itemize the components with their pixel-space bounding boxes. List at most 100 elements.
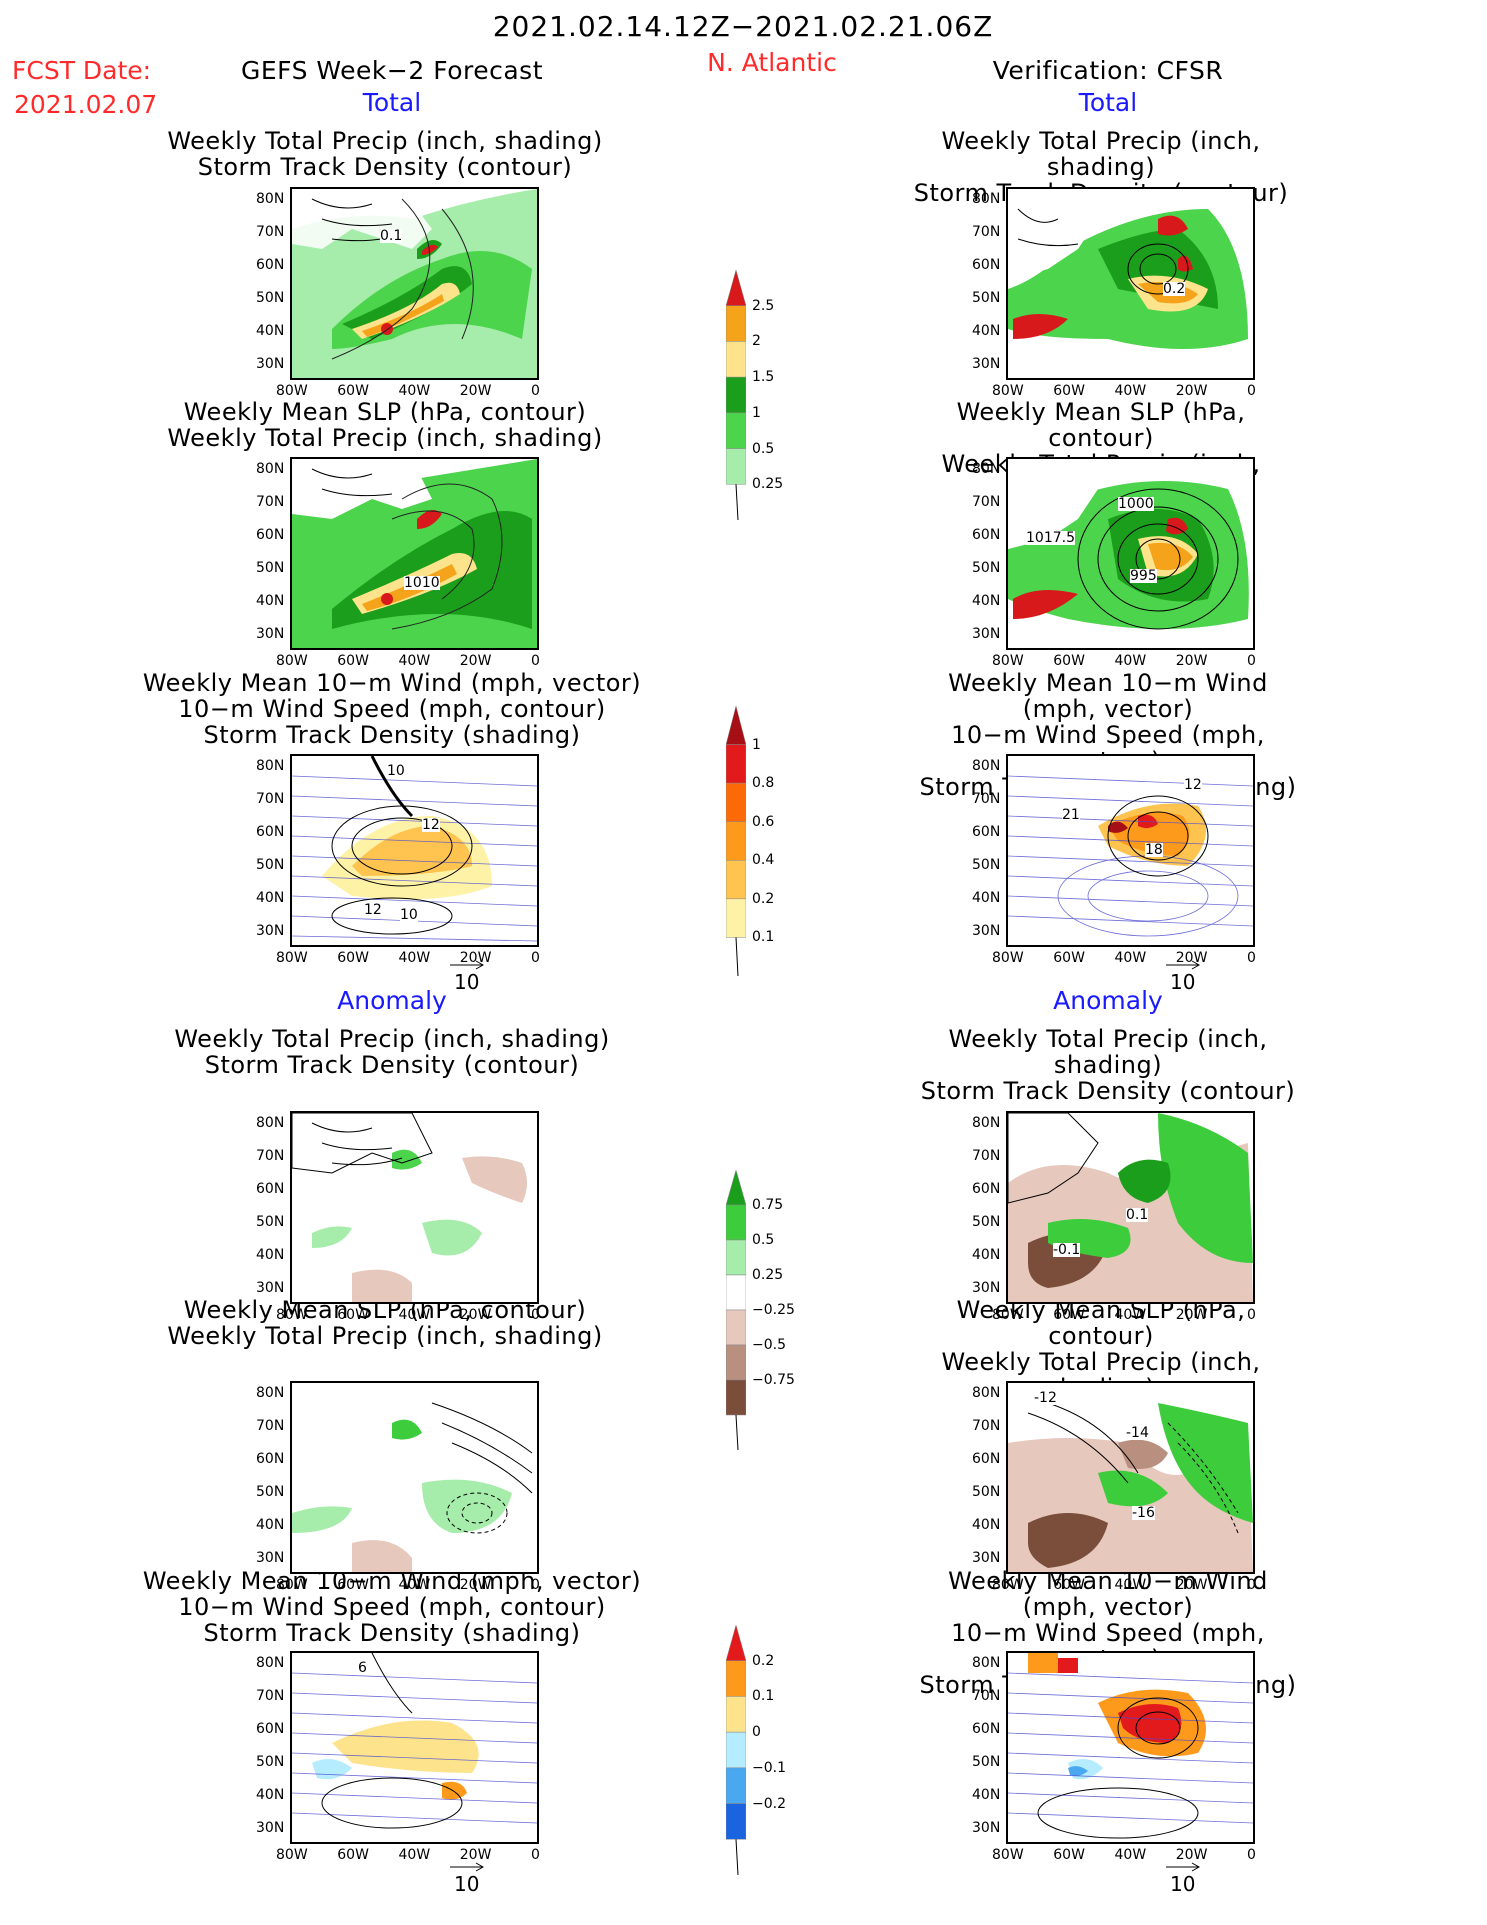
- title-line: Weekly Mean SLP (hPa, contour): [956, 1296, 1246, 1350]
- lon-tick-label: 0: [531, 1847, 540, 1863]
- panel-title-r3-left: Weekly Mean 10−m Wind (mph, vector) 10−m…: [143, 670, 641, 748]
- lat-tick-label: 30N: [256, 1550, 285, 1566]
- lat-tick-label: 70N: [972, 1418, 1001, 1434]
- colorbar-swatch: [726, 1344, 746, 1381]
- lat-tick-label: 50N: [256, 1214, 285, 1230]
- lon-tick-label: 80W: [992, 1577, 1024, 1593]
- colorbar-precip-anom: 0.75 0.5 0.25 −0.25 −0.5 −0.75: [726, 1170, 795, 1450]
- lon-tick-label: 40W: [398, 383, 431, 399]
- colorbar-swatch: [726, 341, 746, 378]
- colorbar-label: 0.2: [752, 890, 775, 907]
- lat-tick-label: 60N: [256, 257, 285, 273]
- lat-tick-label: 60N: [972, 1721, 1001, 1737]
- lon-tick-label: 80W: [276, 653, 308, 669]
- lon-tick-label: 80W: [276, 950, 308, 966]
- title-line: Weekly Total Precip (inch, shading): [167, 424, 603, 452]
- contour-label: -14: [1126, 1425, 1149, 1441]
- lat-tick-label: 70N: [972, 224, 1001, 240]
- colorbar-label: −0.25: [752, 1302, 795, 1318]
- lat-tick-label: 70N: [256, 494, 285, 510]
- left-title: GEFS Week−2 Forecast: [240, 56, 544, 85]
- colorbar-swatch: [726, 1625, 746, 1661]
- colorbar-tail: [735, 1839, 739, 1875]
- lon-tick-label: 0: [531, 1307, 540, 1323]
- colorbar-swatch: [726, 270, 746, 306]
- colorbar-label: 0.25: [752, 1267, 784, 1283]
- colorbar-swatches: [726, 270, 746, 520]
- lon-tick-label: 80W: [276, 1577, 308, 1593]
- colorbar-swatches: [726, 706, 746, 976]
- lat-tick-label: 80N: [256, 1115, 285, 1131]
- lat-tick-label: 50N: [256, 1484, 285, 1500]
- lon-tick-label: 0: [1247, 950, 1256, 966]
- lon-tick-label: 20W: [1175, 1577, 1208, 1593]
- lon-tick-label: 80W: [276, 1307, 308, 1323]
- lat-tick-label: 70N: [256, 224, 285, 240]
- lon-tick-label: 20W: [459, 653, 492, 669]
- contour-label: 0.1: [380, 228, 403, 244]
- lon-tick-label: 80W: [992, 1307, 1024, 1323]
- lat-tick-label: 40N: [256, 1247, 285, 1263]
- lat-tick-label: 40N: [256, 593, 285, 609]
- colorbar-swatch: [726, 1309, 746, 1346]
- arrow-icon: [450, 960, 485, 970]
- wind-ref-label: 10: [454, 970, 480, 994]
- map-r1-left: 0.1: [290, 187, 539, 380]
- title-line: Weekly Mean 10−m Wind (mph, vector): [948, 669, 1268, 723]
- lat-tick-label: 50N: [256, 290, 285, 306]
- colorbar-label: 0.6: [752, 813, 775, 830]
- lon-tick-label: 0: [1247, 1847, 1256, 1863]
- contour-label: -16: [1132, 1505, 1155, 1521]
- lon-tick-label: 20W: [1175, 383, 1208, 399]
- lat-tick-label: 50N: [972, 1484, 1001, 1500]
- map-r5-left: [290, 1381, 539, 1574]
- panel-title-r4-right: Weekly Total Precip (inch, shading) Stor…: [919, 1026, 1298, 1104]
- colorbar-swatches: [726, 1625, 746, 1875]
- colorbar-density: 1 0.8 0.6 0.4 0.2 0.1: [726, 706, 774, 976]
- lon-tick-label: 0: [1247, 653, 1256, 669]
- lon-tick-label: 40W: [1114, 653, 1147, 669]
- colorbar-tail: [735, 937, 739, 976]
- lat-tick-label: 40N: [256, 1787, 285, 1803]
- title-line: Weekly Mean SLP (hPa, contour): [183, 398, 587, 426]
- lat-tick-label: 80N: [256, 1655, 285, 1671]
- lon-tick-label: 0: [531, 950, 540, 966]
- section-anomaly-left: Anomaly: [337, 986, 447, 1015]
- lon-tick-label: 0: [531, 383, 540, 399]
- colorbar-label: 0.8: [752, 775, 775, 792]
- lat-tick-label: 40N: [972, 1787, 1001, 1803]
- lon-tick-label: 60W: [337, 1307, 369, 1323]
- lon-tick-label: 40W: [398, 653, 431, 669]
- title-line: Storm Track Density (contour): [920, 1077, 1296, 1105]
- lat-tick-label: 40N: [972, 890, 1001, 906]
- colorbar-label: 0: [752, 1724, 761, 1741]
- lon-tick-label: 60W: [1053, 1577, 1085, 1593]
- colorbar-label: −0.1: [752, 1759, 786, 1776]
- title-line: Weekly Mean 10−m Wind (mph, vector): [142, 669, 642, 697]
- colorbar-swatch: [726, 898, 746, 938]
- colorbar-tail: [735, 484, 739, 520]
- panel-title-r4-left: Weekly Total Precip (inch, shading) Stor…: [174, 1026, 609, 1078]
- title-line: Weekly Total Precip (inch, shading): [167, 1322, 603, 1350]
- section-anomaly-right: Anomaly: [1053, 986, 1163, 1015]
- wind-ref-label: 10: [1170, 970, 1196, 994]
- colorbar-swatch: [726, 1170, 746, 1206]
- lat-tick-label: 50N: [972, 1754, 1001, 1770]
- colorbar-swatches: [726, 1170, 746, 1450]
- panel-title-r5-left: Weekly Mean SLP (hPa, contour) Weekly To…: [167, 1297, 602, 1349]
- contour-label: 995: [1130, 568, 1157, 584]
- lon-tick-label: 40W: [398, 1307, 431, 1323]
- map-r1-right: 0.2: [1006, 187, 1255, 380]
- lon-tick-label: 20W: [459, 383, 492, 399]
- colorbar-label: 0.5: [752, 440, 775, 457]
- lon-tick-label: 60W: [337, 1577, 369, 1593]
- region-title: N. Atlantic: [707, 48, 837, 77]
- lon-tick-label: 0: [531, 653, 540, 669]
- colorbar-swatch: [726, 1204, 746, 1241]
- lat-tick-label: 30N: [256, 1280, 285, 1296]
- lon-tick-label: 60W: [1053, 1847, 1085, 1863]
- map-r5-right: -12 -14 -16: [1006, 1381, 1255, 1574]
- lat-tick-label: 60N: [972, 1451, 1001, 1467]
- title-line: Storm Track Density (contour): [197, 153, 573, 181]
- fcst-date: 2021.02.07: [14, 90, 158, 119]
